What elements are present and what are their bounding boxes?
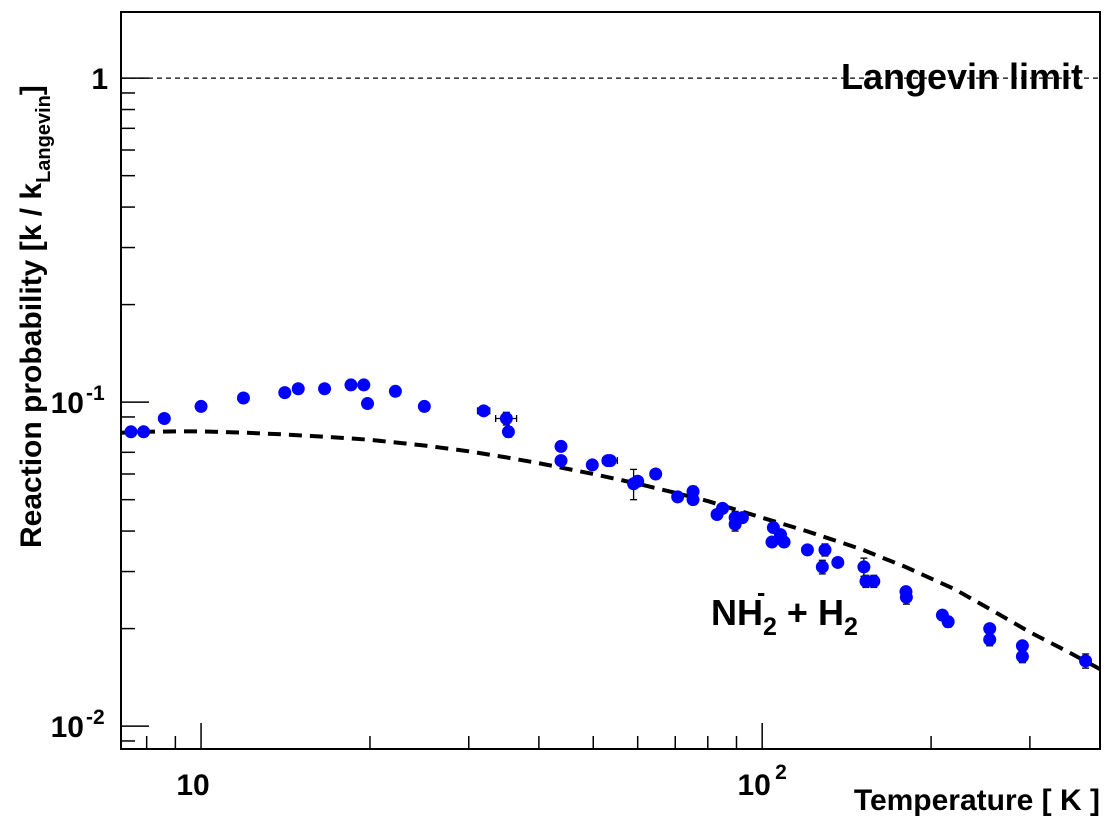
data-point <box>857 560 871 574</box>
reaction-label-reactant-2-sub: 2 <box>844 613 858 641</box>
data-point <box>1079 654 1093 668</box>
data-point <box>499 412 513 426</box>
fit-curve <box>120 429 1101 671</box>
data-point <box>388 384 402 398</box>
data-point <box>1015 650 1029 664</box>
y-axis-label-sub: Langevin <box>33 95 55 183</box>
y-tick-label: 10 <box>51 711 84 744</box>
plot-frame <box>120 11 1101 750</box>
data-point <box>867 574 881 588</box>
data-point <box>818 543 832 557</box>
data-point <box>278 386 292 400</box>
data-point <box>716 501 730 515</box>
data-point <box>983 633 997 647</box>
data-point <box>291 382 305 396</box>
x-axis: 10 10 2 <box>145 723 1101 802</box>
data-point <box>554 454 568 468</box>
data-point <box>941 615 955 629</box>
y-tick-label: 1 <box>91 63 108 96</box>
y-axis-label-main: Reaction probability [k / k <box>15 183 48 548</box>
data-point <box>194 399 208 413</box>
data-point <box>815 560 829 574</box>
data-point <box>671 490 685 504</box>
data-points <box>124 378 1093 668</box>
data-point <box>649 467 663 481</box>
data-point <box>631 474 645 488</box>
x-axis-label: Temperature [ K ] <box>854 784 1100 817</box>
data-point <box>477 404 491 418</box>
data-point <box>603 454 617 468</box>
data-point <box>686 493 700 507</box>
y-tick-label-exponent: -2 <box>86 706 105 729</box>
data-point <box>124 425 138 439</box>
data-point <box>800 543 814 557</box>
y-axis: 10 -210 -11 <box>51 63 149 744</box>
x-tick-label: 10 <box>176 769 209 802</box>
data-point <box>735 511 749 525</box>
reaction-label-reactant-1-sub: 2 <box>763 613 777 641</box>
y-tick-label-exponent: -1 <box>86 382 105 405</box>
data-point <box>357 378 371 392</box>
data-point <box>318 382 332 396</box>
svg-text:NH2 + H2: NH2 + H2 <box>711 592 858 641</box>
y-tick-label: 10 <box>51 387 84 420</box>
data-point <box>344 378 358 392</box>
data-point <box>361 397 375 411</box>
langevin-limit-label: Langevin limit <box>841 56 1083 97</box>
reaction-label-reactant-2: H <box>818 592 844 633</box>
x-tick-label: 10 <box>737 769 770 802</box>
data-point <box>983 622 997 636</box>
data-point <box>417 399 431 413</box>
reaction-label: NH2 + H2 - <box>711 579 858 641</box>
y-axis-label: Reaction probability [k / kLangevin] <box>15 85 55 548</box>
data-point <box>765 535 779 549</box>
y-axis-label-close: ] <box>15 85 48 95</box>
data-point <box>899 590 913 604</box>
data-point <box>554 439 568 453</box>
data-point <box>137 425 151 439</box>
data-point <box>777 535 791 549</box>
reaction-label-op: + <box>777 592 818 633</box>
x-tick-label-exponent: 2 <box>775 761 787 784</box>
data-point <box>236 391 250 405</box>
reaction-label-charge: - <box>757 579 765 607</box>
data-point <box>585 458 599 472</box>
reaction-label-reactant-1: NH <box>711 592 763 633</box>
data-point <box>157 412 171 426</box>
data-point <box>831 555 845 569</box>
data-point <box>1015 639 1029 653</box>
data-point <box>501 425 515 439</box>
